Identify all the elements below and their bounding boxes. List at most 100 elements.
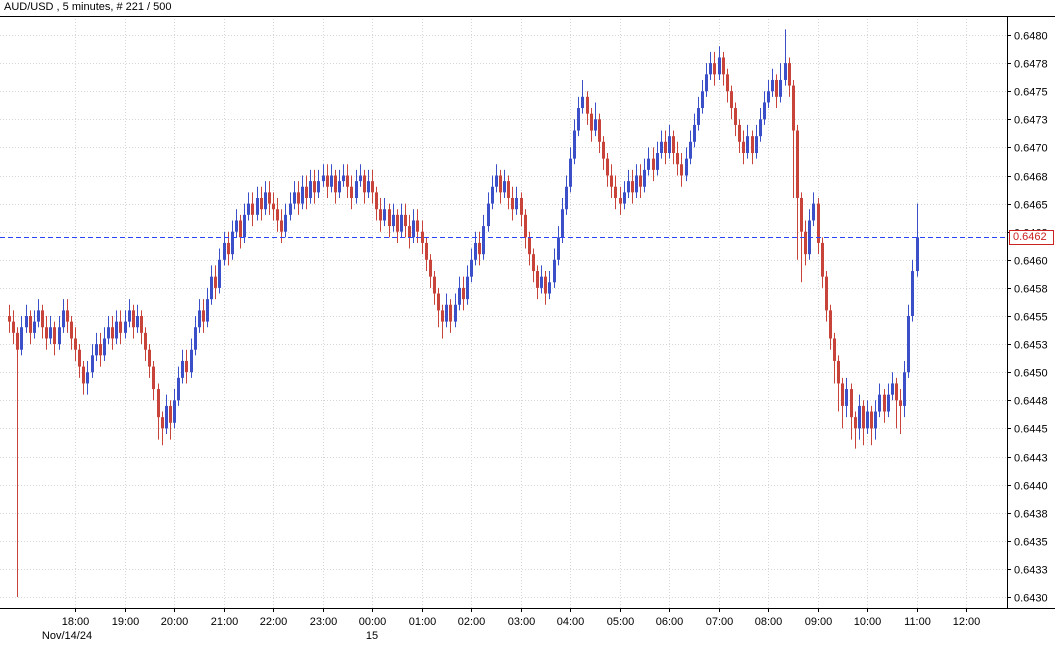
candle-body	[289, 203, 292, 215]
candle	[610, 164, 613, 198]
candle	[796, 124, 799, 260]
time-axis-label: 06:00	[656, 616, 684, 628]
candle	[606, 153, 609, 187]
candle-body	[870, 411, 873, 429]
candle-body	[573, 130, 576, 159]
candle	[334, 169, 337, 204]
candle-body	[759, 119, 762, 137]
candle-body	[70, 321, 73, 339]
candle-body	[305, 186, 308, 198]
candle	[742, 130, 745, 165]
candle-body	[577, 108, 580, 131]
time-axis-label: 04:00	[557, 616, 585, 628]
candle-body	[400, 214, 403, 232]
candle-body	[557, 237, 560, 260]
candle-body	[41, 310, 44, 328]
candle	[243, 203, 246, 243]
candle-body	[713, 63, 716, 75]
plot-area[interactable]	[0, 16, 1007, 608]
candle-body	[198, 310, 201, 328]
candle-body	[416, 220, 419, 232]
candle-body	[866, 411, 869, 429]
candle-body	[511, 197, 514, 210]
candle	[458, 276, 461, 311]
time-axis[interactable]: 18:00 19:00 20:00 21:00 22:00 23:00 00:00 01:00…	[42, 608, 980, 642]
candle-body	[169, 405, 172, 423]
candle	[214, 265, 217, 300]
candle	[392, 203, 395, 232]
candle	[784, 29, 787, 86]
candle-body	[775, 79, 778, 97]
candle-body	[264, 192, 267, 210]
candle-body	[33, 321, 36, 333]
candle-body	[784, 63, 787, 80]
candle-body	[74, 338, 77, 350]
candle-body	[359, 175, 362, 182]
candle	[751, 130, 754, 165]
candle	[256, 186, 259, 221]
candle	[639, 164, 642, 198]
candle	[247, 192, 250, 221]
candle-body	[334, 175, 337, 193]
candle-body	[239, 220, 242, 238]
candle-body	[383, 209, 386, 221]
candle	[185, 349, 188, 384]
candle-body	[771, 79, 774, 92]
candle	[239, 214, 242, 249]
candle	[507, 175, 510, 210]
candle-body	[524, 214, 527, 238]
price-axis[interactable]: 0.6480 0.6478 0.6475 0.6473 0.6470 0.6468 0.64…	[1007, 31, 1048, 605]
candle	[144, 327, 147, 361]
candle	[8, 304, 11, 333]
candle	[858, 394, 861, 440]
candle-body	[243, 214, 246, 238]
candle	[792, 79, 795, 198]
candle-body	[796, 130, 799, 198]
candle-body	[619, 197, 622, 204]
candle	[520, 192, 523, 227]
candle-body	[396, 214, 399, 232]
candle	[350, 175, 353, 210]
time-axis-label: 21:00	[211, 616, 239, 628]
candle	[524, 209, 527, 249]
candle-body	[544, 276, 547, 294]
candle	[664, 130, 667, 165]
candle	[383, 197, 386, 227]
candle-body	[462, 287, 465, 300]
candle	[503, 169, 506, 198]
candle	[317, 169, 320, 198]
candle-body	[829, 310, 832, 339]
candle-body	[590, 113, 593, 131]
candle	[883, 389, 886, 423]
candle	[466, 265, 469, 305]
candle	[103, 327, 106, 361]
candle-body	[767, 91, 770, 103]
candle	[536, 265, 539, 300]
candle	[916, 203, 919, 277]
candle-body	[309, 181, 312, 198]
candle	[115, 310, 118, 345]
candle	[78, 344, 81, 378]
candle	[210, 265, 213, 305]
candle	[565, 175, 568, 215]
candle-body	[107, 327, 110, 339]
candle-body	[586, 96, 589, 114]
candle-body	[144, 332, 147, 350]
candle	[660, 130, 663, 159]
candle	[173, 389, 176, 429]
candle-body	[449, 304, 452, 322]
candle-body	[594, 119, 597, 131]
candle	[553, 248, 556, 288]
candle-body	[313, 181, 316, 193]
candle-body	[623, 192, 626, 204]
candle-body	[297, 192, 300, 204]
candle-body	[128, 310, 131, 322]
candle	[454, 293, 457, 328]
candle-body	[685, 158, 688, 176]
candle-body	[355, 181, 358, 198]
candle	[264, 181, 267, 215]
candle	[515, 186, 518, 215]
candle	[148, 344, 151, 378]
price-axis-label: 0.6450	[1014, 368, 1048, 380]
